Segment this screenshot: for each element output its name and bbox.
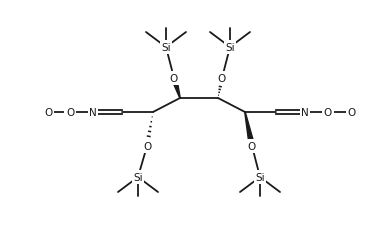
Polygon shape xyxy=(245,112,255,147)
Text: N: N xyxy=(89,108,97,117)
Polygon shape xyxy=(171,78,180,99)
Text: N: N xyxy=(301,108,309,117)
Text: O: O xyxy=(248,141,256,151)
Text: O: O xyxy=(348,108,356,117)
Text: Si: Si xyxy=(225,43,235,53)
Text: O: O xyxy=(143,141,151,151)
Text: Si: Si xyxy=(133,172,143,182)
Text: O: O xyxy=(324,108,332,117)
Text: Si: Si xyxy=(255,172,265,182)
Text: O: O xyxy=(170,74,178,84)
Text: Si: Si xyxy=(161,43,171,53)
Text: O: O xyxy=(44,108,52,117)
Text: O: O xyxy=(66,108,74,117)
Text: O: O xyxy=(218,74,226,84)
